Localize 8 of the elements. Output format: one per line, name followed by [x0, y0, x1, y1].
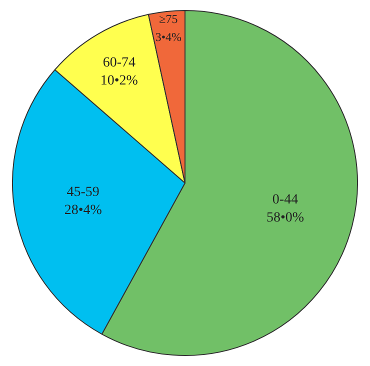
slice-label: 45-59: [66, 184, 100, 200]
slice-label: ≥75: [159, 12, 178, 26]
slice-label: 60-74: [102, 55, 136, 70]
data-label: 28•4%: [64, 202, 102, 218]
data-label: 3•4%: [155, 30, 182, 44]
data-label: 58•0%: [266, 210, 304, 226]
slice-label: 0-44: [272, 192, 298, 208]
data-label: 10•2%: [100, 73, 138, 88]
